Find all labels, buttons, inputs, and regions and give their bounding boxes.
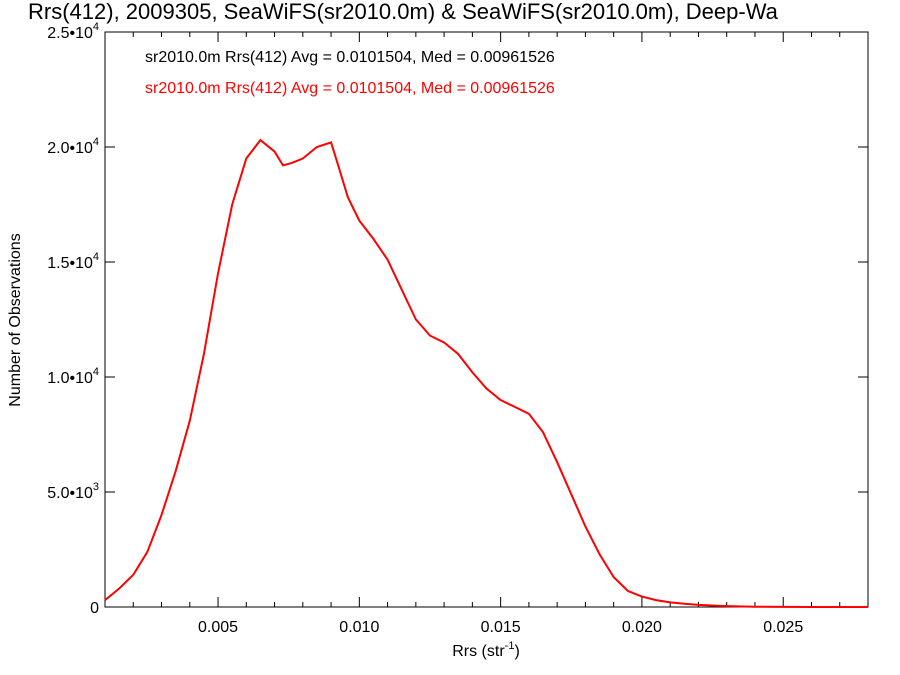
legend-entry-red: sr2010.0m Rrs(412) Avg = 0.0101504, Med …	[145, 80, 555, 97]
x-axis-label: Rrs (str-1)	[452, 640, 520, 660]
y-tick-label: 1.0•104	[47, 366, 99, 387]
x-tick-label: 0.020	[622, 619, 662, 636]
chart-title: Rrs(412), 2009305, SeaWiFS(sr2010.0m) & …	[28, 0, 779, 24]
legend-entry-black: sr2010.0m Rrs(412) Avg = 0.0101504, Med …	[145, 49, 555, 66]
x-tick-label: 0.010	[339, 619, 379, 636]
y-tick-label: 2.0•104	[47, 136, 99, 157]
x-axis-label-superscript: -1	[505, 640, 515, 652]
y-tick-label: 2.5•104	[47, 21, 99, 42]
series-line-red	[104, 138, 868, 608]
x-tick-label: 0.005	[198, 619, 238, 636]
y-axis-label: Number of Observations	[7, 233, 24, 406]
y-tick-label: 0	[90, 600, 99, 617]
y-tick-label: 1.5•104	[47, 251, 99, 272]
plot-area-frame	[104, 31, 869, 608]
x-axis-ticks: 0.005 0.010 0.015 0.020 0.025	[104, 32, 869, 636]
x-tick-label: 0.015	[481, 619, 521, 636]
x-tick-label: 0.025	[763, 619, 803, 636]
y-tick-label: 5.0•103	[47, 481, 99, 502]
y-axis-ticks: 0 5.0•103 1.0•104 1.5•104 2.0•104 2.5•104	[47, 21, 868, 617]
